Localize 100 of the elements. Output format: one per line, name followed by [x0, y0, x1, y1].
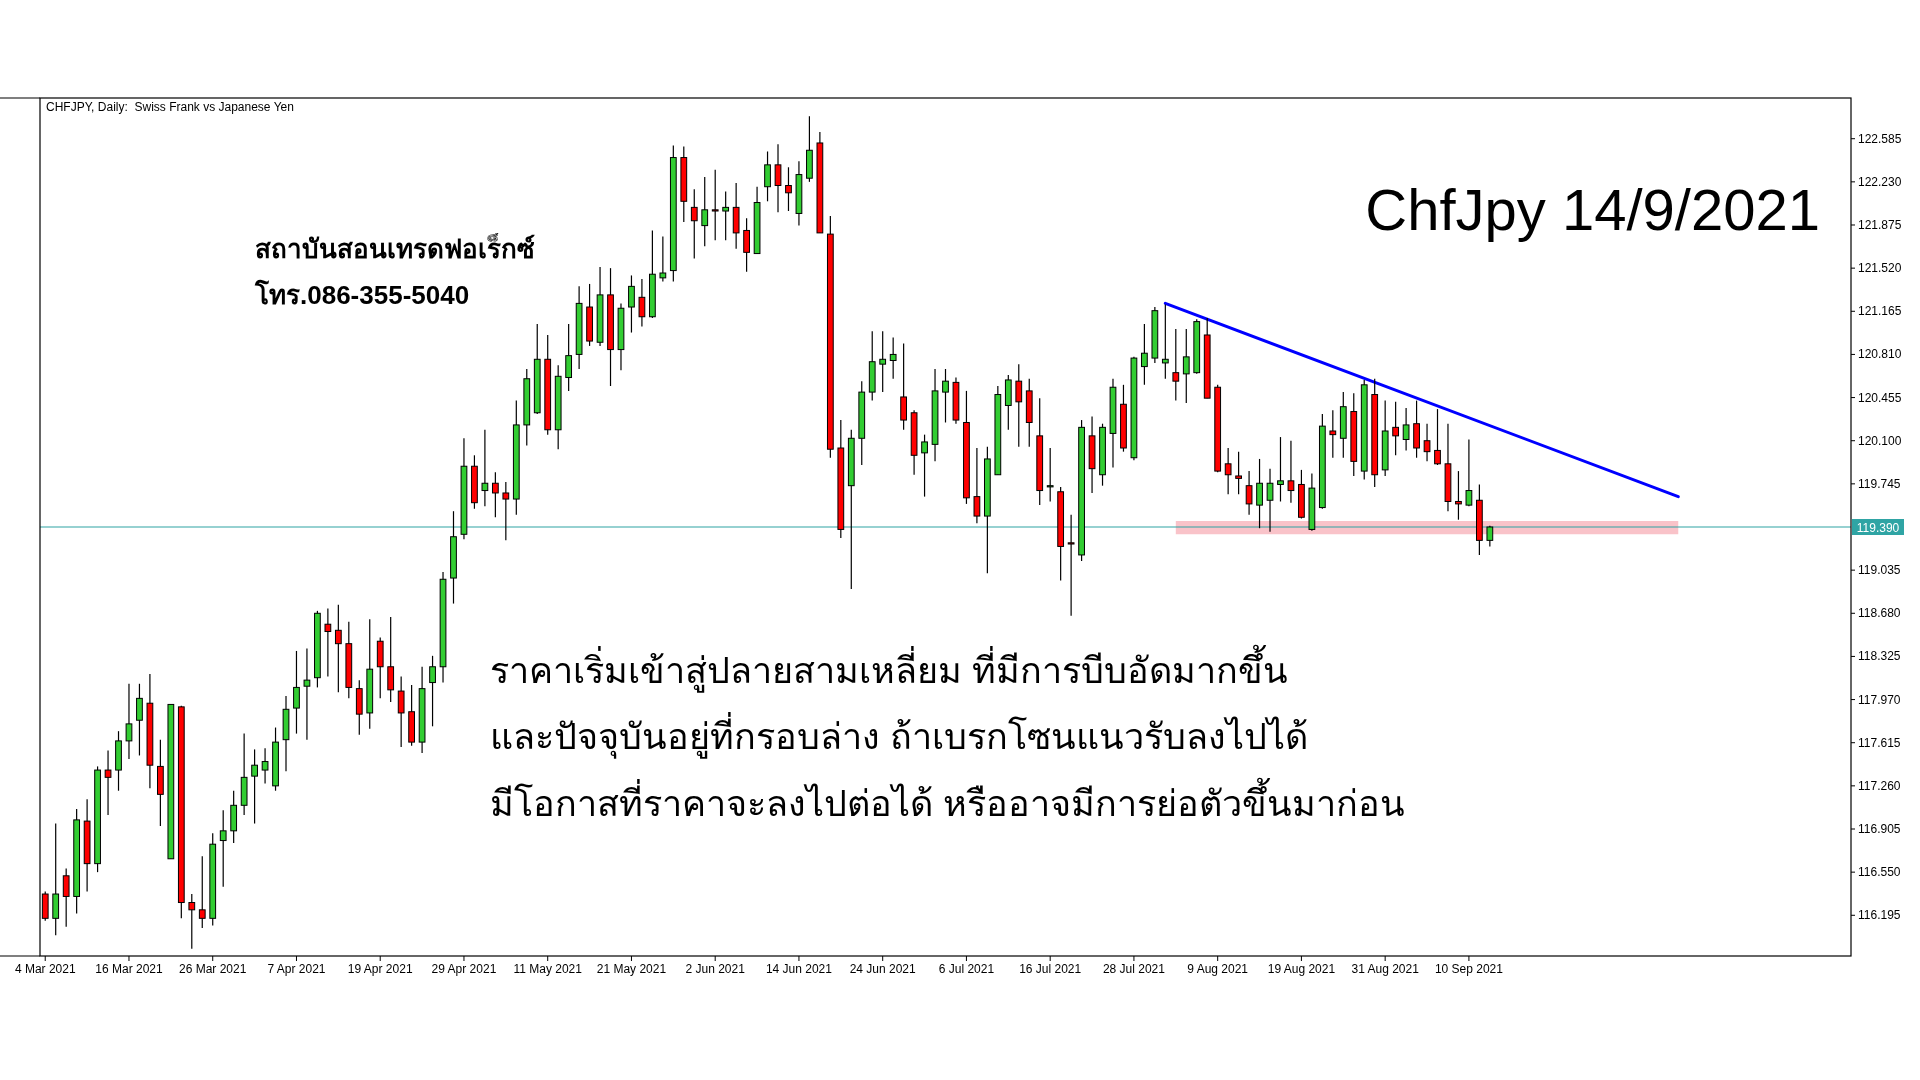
y-tick-label: 117.615 — [1858, 735, 1901, 750]
y-tick-label: 116.550 — [1858, 865, 1901, 880]
candlestick — [1287, 440, 1295, 504]
y-tick-label: 116.195 — [1858, 908, 1901, 923]
candlestick — [879, 330, 887, 393]
x-tick-label: 11 May 2021 — [513, 962, 583, 976]
y-tick-label: 121.520 — [1858, 261, 1902, 276]
x-tick-label: 31 Aug 2021 — [1351, 962, 1420, 976]
y-tick-label: 119.745 — [1858, 476, 1901, 491]
y-tick-label: 121.875 — [1858, 218, 1902, 232]
y-tick-label: 121.165 — [1858, 304, 1902, 319]
candlestick — [1465, 438, 1473, 507]
candlestick — [125, 683, 133, 760]
candlestick — [334, 604, 342, 693]
x-tick-label: 19 Aug 2021 — [1267, 962, 1336, 976]
y-tick-label: 117.970 — [1858, 692, 1901, 707]
candlestick — [198, 855, 206, 929]
candlestick — [889, 336, 897, 380]
x-tick-label: 10 Sep 2021 — [1434, 962, 1504, 976]
candlestick — [764, 150, 771, 202]
annotation: มีโอกาสที่ราคาจะลงไปต่อได้ หรืออาจมีการย่อตัวขึ้นมาก่อน — [490, 777, 1406, 824]
candlestick — [690, 188, 698, 260]
candlestick — [136, 683, 143, 757]
candlestick — [1455, 470, 1462, 521]
candlestick — [397, 675, 405, 748]
x-tick-label: 19 Apr 2021 — [347, 962, 413, 976]
candlestick — [1402, 407, 1410, 452]
candlestick — [491, 471, 499, 518]
annotation: ChfJpy 14/9/2021 — [1365, 177, 1820, 242]
candlestick — [1235, 451, 1242, 495]
candlestick — [900, 342, 908, 431]
candlestick — [1245, 470, 1253, 516]
x-tick-label: 26 Mar 2021 — [179, 962, 247, 976]
candlestick — [1141, 323, 1148, 386]
y-tick-label: 122.585 — [1858, 131, 1902, 146]
candlestick — [1172, 328, 1180, 402]
candlestick — [1256, 458, 1263, 529]
candlestick — [722, 190, 730, 241]
x-tick-label: 28 Jul 2021 — [1102, 962, 1166, 976]
candlestick — [1423, 423, 1431, 462]
candlestick — [261, 747, 269, 785]
x-tick-label: 29 Apr 2021 — [431, 962, 497, 976]
candlestick — [104, 750, 112, 816]
candlestick — [628, 274, 635, 334]
annotation: สถาบันสอนเทรดฟอเร็กซ์ — [255, 233, 535, 264]
y-tick-label: 120.810 — [1858, 347, 1902, 362]
candlestick — [303, 647, 311, 741]
candlestick — [743, 217, 750, 273]
candlestick — [973, 447, 981, 524]
x-tick-label: 24 Jun 2021 — [849, 962, 917, 976]
x-tick-label: 16 Mar 2021 — [95, 962, 163, 976]
x-tick-label: 9 Aug 2021 — [1187, 962, 1249, 976]
candlestick — [565, 323, 573, 392]
candlestick — [701, 176, 709, 247]
candlestick — [942, 368, 949, 424]
ref-line-label: 119.390 — [1856, 520, 1900, 535]
candlestick — [1224, 447, 1232, 495]
y-tick-label: 118.325 — [1858, 649, 1901, 664]
candlestick — [785, 166, 792, 212]
x-tick-label: 7 Apr 2021 — [267, 962, 326, 976]
x-tick-label: 4 Mar 2021 — [14, 962, 76, 976]
y-tick-label: 122.230 — [1858, 174, 1902, 189]
candlestick — [1434, 408, 1441, 466]
annotation: โทร.086-355-5040 — [254, 279, 470, 310]
candlestick — [293, 650, 300, 735]
candlestick — [502, 481, 510, 541]
candlestick — [774, 143, 782, 213]
candlestick — [387, 616, 395, 703]
x-tick-label: 2 Jun 2021 — [685, 962, 746, 976]
candlestick — [1182, 328, 1190, 404]
annotation: และปัจจุบันอยู่ที่กรอบล่าง ถ้าเบรกโซนแนวรับลงไปได้ — [490, 712, 1309, 759]
candlestick — [62, 867, 70, 928]
candlestick — [1266, 468, 1274, 533]
candlestick — [711, 169, 719, 241]
candlestick — [921, 434, 928, 498]
candlestick — [1015, 363, 1023, 448]
candlestick — [324, 607, 332, 678]
candlestick — [219, 809, 227, 888]
candlestick — [188, 893, 196, 950]
candlestick — [1277, 436, 1284, 503]
y-tick-label: 119.035 — [1858, 563, 1901, 578]
y-tick-label: 118.680 — [1858, 606, 1901, 621]
candlestick — [429, 655, 436, 727]
candlestick — [1329, 409, 1337, 459]
y-tick-label: 120.455 — [1858, 390, 1902, 405]
candlestick — [1392, 401, 1400, 456]
x-tick-label: 6 Jul 2021 — [938, 962, 995, 976]
x-tick-label: 14 Jun 2021 — [765, 962, 833, 976]
candlestick — [1161, 304, 1169, 380]
x-tick-label: 21 May 2021 — [596, 962, 667, 976]
y-tick-label: 117.260 — [1858, 778, 1901, 793]
x-tick-label: 16 Jul 2021 — [1019, 962, 1082, 976]
y-tick-label: 120.100 — [1858, 433, 1902, 448]
candlestick — [659, 235, 667, 283]
candlestick — [1046, 447, 1054, 503]
y-tick-label: 116.905 — [1858, 822, 1901, 836]
candlestick — [481, 429, 489, 507]
chart-title: CHFJPY, Daily: Swiss Frank vs Japanese Yen — [46, 100, 294, 114]
candlestick — [638, 278, 646, 328]
annotation: ราคาเริ่มเข้าสู่ปลายสามเหลี่ยม ที่มีการบีบอัดมากขึ้น — [490, 644, 1289, 693]
